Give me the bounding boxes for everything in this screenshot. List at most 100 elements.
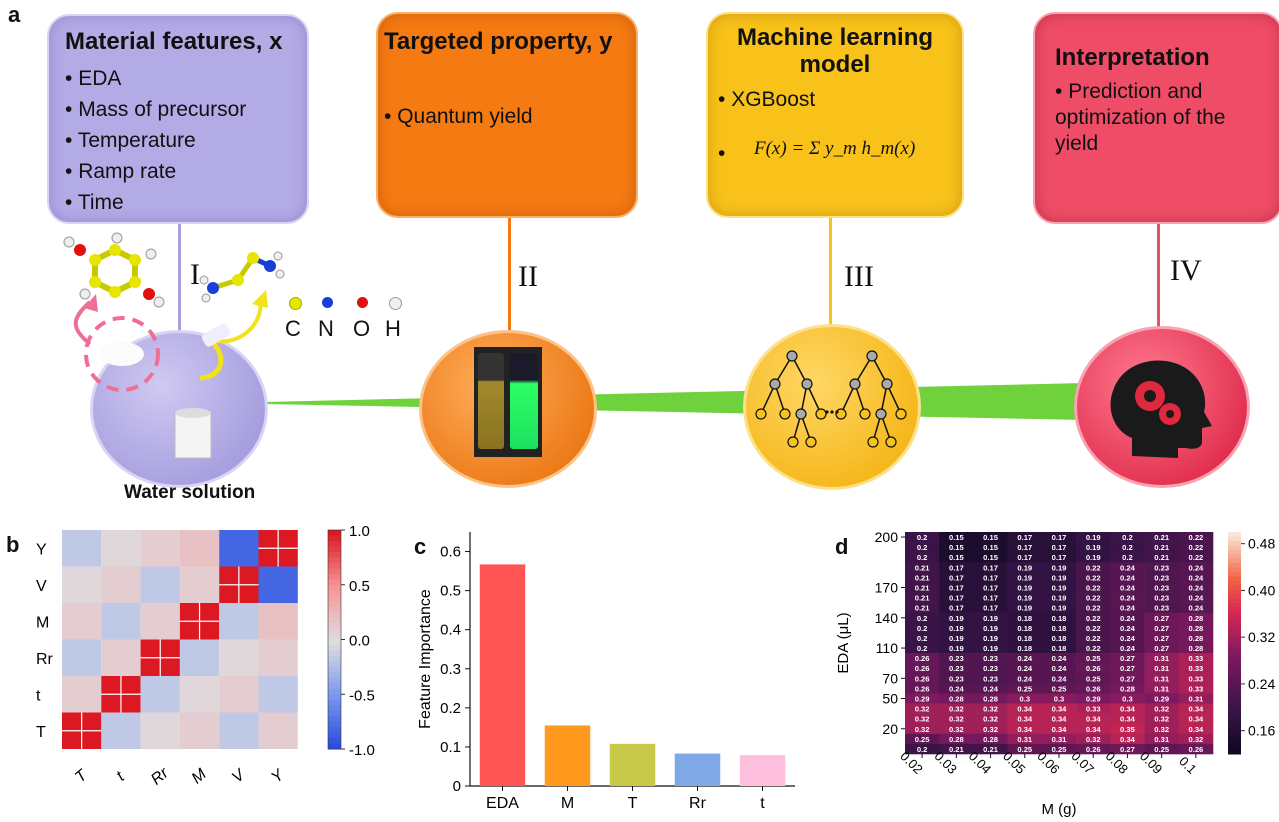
yield-cell (973, 542, 1008, 553)
yield-cell (1076, 693, 1111, 704)
corr-colorbar-label: 1.0 (349, 523, 370, 540)
corr-cell (219, 712, 259, 749)
yield-cell-value: 0.27 (1120, 674, 1135, 683)
yield-colorbar-segment (1228, 643, 1241, 648)
yield-cell-value: 0.23 (983, 674, 998, 683)
importance-bar (479, 564, 526, 786)
corr-colorbar-segment (328, 568, 341, 575)
yield-cell (973, 713, 1008, 725)
yield-colorbar-segment (1228, 700, 1241, 706)
yield-cell-value: 0.25 (1086, 654, 1102, 663)
yield-cell (1178, 532, 1214, 543)
yield-cell-value: 0.34 (1188, 725, 1204, 734)
corr-colorbar-segment (328, 644, 341, 651)
yield-cell-value: 0.28 (1188, 644, 1203, 653)
yield-colorbar-segment (1228, 705, 1241, 711)
yield-cell (1007, 582, 1043, 593)
yield-cell (1110, 743, 1145, 755)
yield-cell (1110, 532, 1145, 543)
yield-colorbar-segment (1228, 731, 1241, 737)
yield-cell-value: 0.27 (1154, 624, 1169, 633)
yield-cell (973, 683, 1008, 694)
corr-colorbar-label: 0.5 (349, 578, 370, 595)
yield-cell (973, 552, 1008, 563)
features-title: Material features, x (65, 28, 283, 55)
interpretation-list: Prediction and optimization of the yield (1055, 79, 1255, 157)
yield-cell (973, 673, 1008, 684)
yield-cell (973, 622, 1008, 634)
yield-colorbar-segment (1228, 625, 1241, 631)
yield-cell (973, 743, 1008, 755)
yield-cell-value: 0.25 (1017, 684, 1033, 693)
yield-cell-value: 0.35 (1120, 725, 1136, 734)
yield-cell-value: 0.34 (1086, 715, 1102, 724)
atom-label-o: O (353, 316, 371, 341)
yield-cell-value: 0.26 (915, 654, 930, 663)
corr-colorbar-segment (328, 738, 341, 745)
yield-cell-value: 0.19 (1052, 604, 1067, 613)
corr-colorbar-segment (328, 661, 341, 668)
yield-cell (1178, 693, 1214, 704)
target-card: Targeted property, y Quantum yield (376, 12, 638, 218)
yield-cell (905, 733, 940, 745)
yield-cell-value: 0.28 (1188, 614, 1203, 623)
yield-cell-value: 0.15 (949, 543, 965, 552)
yield-cell-value: 0.26 (1086, 745, 1101, 754)
corr-colorbar-label: -1.0 (349, 742, 375, 759)
yield-cell-value: 0.2 (1122, 533, 1133, 542)
yield-cell-value: 0.2 (917, 533, 928, 542)
yield-cell-value: 0.21 (949, 745, 965, 754)
yield-cell (1110, 612, 1145, 624)
yield-cell-value: 0.19 (1052, 584, 1067, 593)
yield-cell (1076, 643, 1111, 654)
yield-colorbar-segment (1228, 532, 1241, 537)
yield-colorbar-segment (1228, 727, 1241, 733)
corr-cell (179, 676, 220, 713)
yield-cell-value: 0.17 (949, 594, 964, 603)
corr-cell (258, 639, 298, 676)
yield-cell (1041, 643, 1077, 654)
yield-colorbar-segment (1228, 576, 1241, 582)
yield-cell (1144, 622, 1180, 634)
yield-cell-value: 0.17 (949, 563, 964, 572)
yield-cell-value: 0.2 (917, 644, 928, 653)
yield-cell-value: 0.33 (1188, 654, 1203, 663)
yield-cell-value: 0.23 (949, 674, 964, 683)
bar-y-tick-label: 0.4 (440, 622, 461, 639)
yield-cell-value: 0.23 (1154, 584, 1169, 593)
yield-cell (939, 643, 974, 654)
yield-cell-value: 0.24 (1120, 634, 1136, 643)
corr-cell (179, 530, 220, 567)
yield-colorbar-segment (1228, 740, 1241, 746)
corr-colorbar-segment (328, 650, 341, 657)
yield-cell (939, 562, 974, 573)
yield-cell (939, 723, 974, 735)
yield-colorbar-segment (1228, 749, 1241, 755)
importance-bar (544, 725, 591, 786)
yield-cell (1110, 622, 1145, 634)
yield-cell (973, 532, 1008, 543)
yield-cell-value: 0.19 (1017, 594, 1032, 603)
yield-cell-value: 0.25 (915, 735, 931, 744)
yield-cell-value: 0.29 (1154, 695, 1169, 704)
corr-cell (101, 530, 141, 567)
feature-importance-chart: 0 0.1 0.2 0.3 0.4 0.5 0.6 EDA M T Rr t Feature Impor… (417, 532, 795, 812)
yield-y-tick-label: 110 (876, 640, 899, 656)
yield-cell-value: 0.24 (1017, 664, 1033, 673)
yield-cell (1144, 582, 1180, 593)
yield-cell (905, 683, 940, 694)
yield-cell-value: 0.19 (1052, 573, 1067, 582)
yield-cell (939, 733, 974, 745)
bar-y-axis-title: Feature Importance (417, 589, 434, 729)
yield-cell-value: 0.28 (949, 735, 964, 744)
yield-cell-value: 0.24 (1017, 654, 1033, 663)
yield-cell (1144, 542, 1180, 553)
corr-colorbar-segment (328, 557, 341, 564)
yield-cell (905, 663, 940, 674)
yield-cell (1076, 703, 1111, 714)
yield-cell (1110, 582, 1145, 593)
yield-cell (1110, 733, 1145, 745)
yield-cell-value: 0.24 (949, 684, 965, 693)
yield-cell (1110, 542, 1145, 553)
yield-cell-value: 0.26 (1086, 664, 1101, 673)
